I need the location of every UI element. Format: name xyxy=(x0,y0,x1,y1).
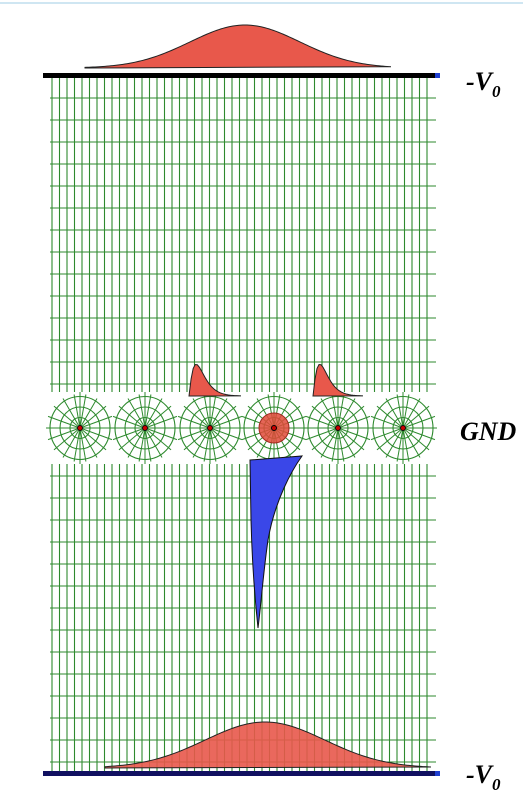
wire-field-line xyxy=(332,395,337,426)
gnd-label: GND xyxy=(460,417,517,446)
wire-field-line xyxy=(404,395,409,426)
top-voltage-label: -V0 xyxy=(466,67,501,101)
wire-field-line xyxy=(404,431,409,462)
bottom-electrode-end xyxy=(435,771,440,776)
wire-field-line xyxy=(193,399,209,426)
wire-field-line xyxy=(321,399,337,426)
wire-field-line xyxy=(397,431,402,462)
wire-field-line xyxy=(321,431,337,458)
wire-field-line xyxy=(211,395,216,426)
wire-field-line xyxy=(212,399,228,426)
wire-field-line xyxy=(147,431,163,458)
wire-field-line xyxy=(146,431,151,462)
wire-field-line xyxy=(146,395,151,426)
top-electrode xyxy=(43,73,439,78)
label-subscript: 0 xyxy=(492,775,501,792)
label-main: -V xyxy=(466,67,495,96)
wire-field-line xyxy=(82,399,98,426)
page: -V0 GND -V0 (() => { const data = JSON.p… xyxy=(0,0,523,792)
ion-signal xyxy=(189,365,241,396)
bottom-electrode xyxy=(43,771,439,776)
field-lines xyxy=(50,78,436,771)
wire-field-line xyxy=(204,395,209,426)
wire xyxy=(336,426,341,431)
label-main: -V xyxy=(466,760,495,789)
wire-field-line xyxy=(204,431,209,462)
wire xyxy=(143,426,148,431)
wire-field-line xyxy=(193,431,209,458)
wire-field-line xyxy=(63,399,79,426)
field-diagram: -V0 GND -V0 xyxy=(0,0,523,792)
label-subscript: 0 xyxy=(492,82,501,101)
wire-field-line xyxy=(128,431,144,458)
wire-field-line xyxy=(212,431,228,458)
top-charge-profile xyxy=(85,25,391,68)
wire-field-line xyxy=(340,399,356,426)
wire-array xyxy=(46,392,437,464)
wire-field-line xyxy=(397,395,402,426)
profiles xyxy=(85,25,431,768)
wire-field-line xyxy=(340,431,356,458)
wire-field-line xyxy=(405,399,421,426)
wire-field-line xyxy=(386,431,402,458)
wire xyxy=(208,426,213,431)
wire-field-line xyxy=(405,431,421,458)
wire xyxy=(272,426,277,431)
wire-field-line xyxy=(339,431,344,462)
wire-field-line xyxy=(339,395,344,426)
wire-field-line xyxy=(81,431,86,462)
wire-field-line xyxy=(139,395,144,426)
wire-field-line xyxy=(332,431,337,462)
wire-field-line xyxy=(74,431,79,462)
top-electrode-end xyxy=(435,73,440,78)
ion-signal xyxy=(313,365,363,396)
wire-field-line xyxy=(82,431,98,458)
wire-field-line xyxy=(147,399,163,426)
wire-field-line xyxy=(81,395,86,426)
wire xyxy=(78,426,83,431)
wire xyxy=(401,426,406,431)
wire-field-line xyxy=(63,431,79,458)
wire-field-line xyxy=(139,431,144,462)
wire-field-line xyxy=(211,431,216,462)
wire-field-line xyxy=(74,395,79,426)
wire-field-line xyxy=(128,399,144,426)
bottom-voltage-label: -V0 xyxy=(466,760,501,792)
wire-field-line xyxy=(386,399,402,426)
